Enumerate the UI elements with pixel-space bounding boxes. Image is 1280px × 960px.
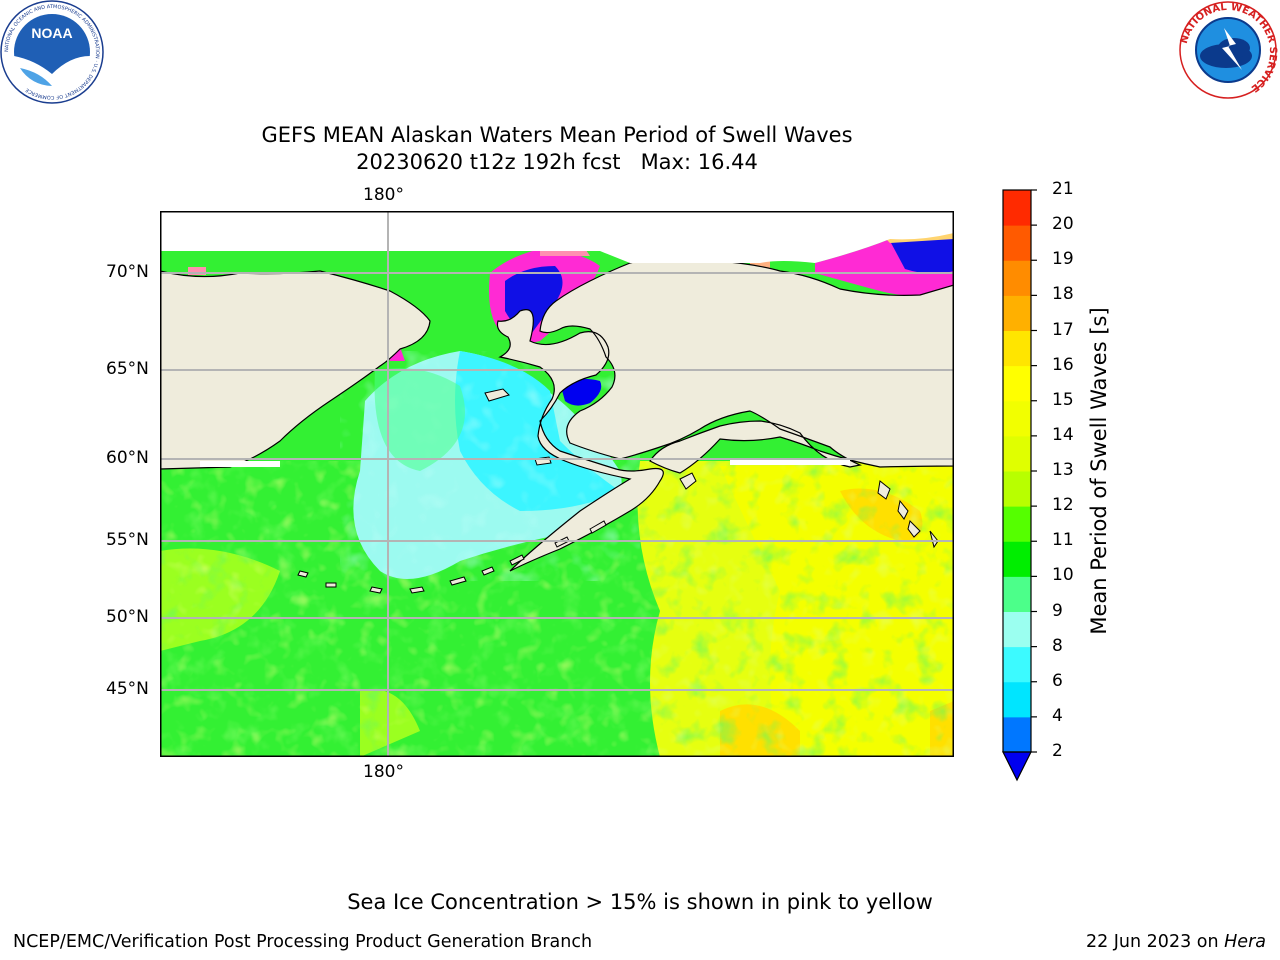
colorbar-tick-label: 4: [1052, 705, 1063, 726]
noaa-logo: NOAA NATIONAL OCEANIC AND ATMOSPHERIC AD…: [0, 0, 104, 104]
colorbar-tick-label: 8: [1052, 635, 1063, 656]
lon-label-bottom: 180°: [363, 762, 404, 782]
colorbar-tick-label: 6: [1052, 670, 1063, 691]
lat-label-70: 70°N: [106, 262, 149, 282]
colorbar-label: Mean Period of Swell Waves [s]: [1087, 307, 1111, 635]
machine-name: Hera: [1224, 932, 1266, 952]
alaska-land: [496, 255, 954, 572]
colorbar-tick-label: 20: [1052, 214, 1074, 235]
chart-title: GEFS MEAN Alaskan Waters Mean Period of …: [261, 123, 853, 147]
credit-line: NCEP/EMC/Verification Post Processing Pr…: [13, 932, 593, 952]
graticule: [160, 211, 954, 757]
north-land-strip: [160, 211, 954, 263]
colorbar-swatch: [1003, 681, 1031, 718]
colorbar-tick-label: 21: [1052, 179, 1074, 199]
colorbar-tick-label: 19: [1052, 249, 1074, 270]
lat-label-45: 45°N: [106, 679, 149, 699]
lon-label-top: 180°: [363, 185, 404, 205]
colorbar: [1002, 189, 1037, 782]
lat-label-55: 55°N: [106, 530, 149, 550]
nws-logo: NATIONAL WEATHER SERVICE: [1179, 1, 1278, 99]
colorbar-swatch: [1003, 190, 1031, 226]
colorbar-tick-label: 16: [1052, 354, 1074, 375]
colorbar-swatch: [1003, 471, 1031, 507]
run-date: 22 Jun 2023 on Hera: [1086, 932, 1266, 952]
colorbar-swatch: [1003, 330, 1031, 367]
colorbar-swatch: [1003, 435, 1031, 472]
colorbar-swatch: [1003, 716, 1031, 753]
colorbar-tick-label: 18: [1052, 284, 1074, 305]
run-date-text: 22 Jun 2023 on: [1085, 932, 1225, 952]
colorbar-swatch: [1003, 260, 1031, 296]
noaa-logo-text: NOAA: [31, 25, 72, 41]
colorbar-swatch: [1003, 541, 1031, 577]
colorbar-swatch: [1003, 225, 1031, 261]
colorbar-tick-label: 12: [1052, 495, 1074, 516]
colorbar-under-arrow: [1002, 751, 1032, 782]
colorbar-label-wrap: Mean Period of Swell Waves [s]: [1082, 190, 1116, 752]
lat-label-50: 50°N: [106, 607, 149, 627]
chart-subtitle: 20230620 t12z 192h fcst Max: 16.44: [356, 150, 758, 174]
colorbar-tick-label: 17: [1052, 319, 1074, 340]
lat-label-65: 65°N: [106, 359, 149, 379]
colorbar-swatch: [1003, 365, 1031, 402]
colorbar-swatch: [1003, 611, 1031, 648]
colorbar-tick-label: 9: [1052, 600, 1063, 621]
colorbar-tick-label: 13: [1052, 460, 1074, 480]
colorbar-tick-label: 11: [1052, 530, 1074, 551]
colorbar-tick-label: 14: [1052, 424, 1074, 445]
sea-ice-note: Sea Ice Concentration > 15% is shown in …: [347, 890, 933, 914]
colorbar-swatch: [1003, 576, 1031, 612]
colorbar-swatch: [1003, 506, 1031, 542]
colorbar-swatch: [1003, 646, 1031, 683]
swell-period-map: [160, 211, 954, 757]
colorbar-tick-label: 15: [1052, 389, 1074, 410]
colorbar-tick-label: 10: [1052, 565, 1074, 586]
colorbar-tick-label: 2: [1052, 741, 1063, 761]
colorbar-swatch: [1003, 295, 1031, 331]
lat-label-60: 60°N: [106, 448, 149, 468]
colorbar-swatch: [1003, 400, 1031, 437]
